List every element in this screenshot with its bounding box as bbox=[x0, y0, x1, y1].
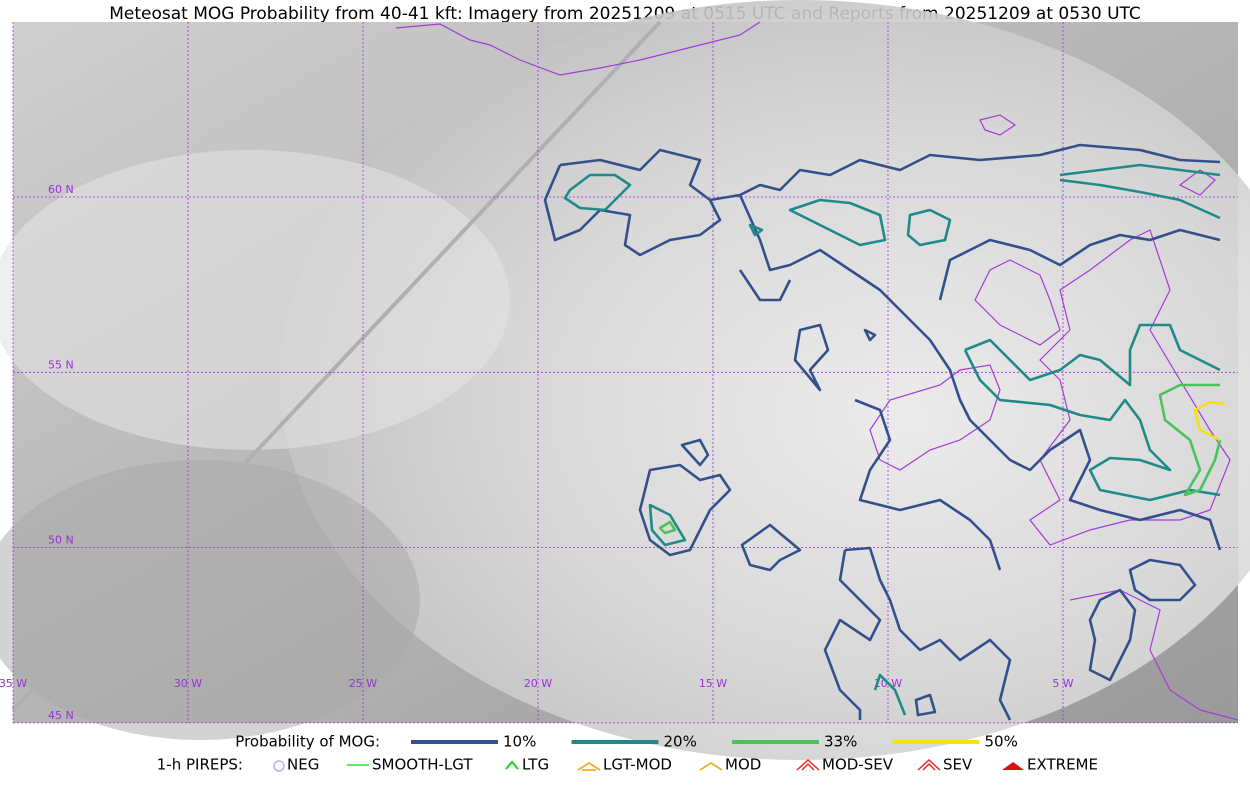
legend-label: 20% bbox=[664, 733, 697, 751]
pirep-icon bbox=[917, 758, 941, 771]
longitude-label: 15 W bbox=[699, 677, 727, 690]
legend-label: 50% bbox=[985, 733, 1018, 751]
latitude-label: 55 N bbox=[48, 358, 74, 371]
pirep-symbol bbox=[796, 758, 820, 771]
longitude-label: 5 W bbox=[1052, 677, 1073, 690]
pirep-symbol bbox=[699, 761, 723, 771]
longitude-label: 35 W bbox=[0, 677, 27, 690]
pireps-title: 1-h PIREPS: bbox=[157, 756, 243, 774]
legend-title: Probability of MOG: bbox=[235, 733, 380, 751]
pirep-label: SEV bbox=[943, 756, 973, 774]
pirep-icon bbox=[796, 758, 820, 771]
pirep-icon bbox=[699, 761, 723, 771]
latitude-label: 45 N bbox=[48, 709, 74, 722]
pirep-label: SMOOTH-LGT bbox=[372, 756, 473, 774]
pirep-label: LGT-MOD bbox=[603, 756, 672, 774]
pirep-symbol bbox=[1002, 762, 1024, 770]
pirep-symbol bbox=[577, 761, 601, 771]
legend-label: 33% bbox=[824, 733, 857, 751]
legend-label: 10% bbox=[503, 733, 536, 751]
pirep-symbol bbox=[505, 760, 519, 770]
longitude-label: 25 W bbox=[349, 677, 377, 690]
satellite-image bbox=[0, 0, 1250, 760]
probability-contours bbox=[543, 143, 1226, 721]
pirep-icon bbox=[1002, 762, 1024, 770]
pirep-label: LTG bbox=[522, 756, 549, 774]
map-title: Meteosat MOG Probability from 40-41 kft:… bbox=[109, 4, 1141, 24]
pirep-icon bbox=[505, 760, 519, 770]
pirep-symbol bbox=[917, 758, 941, 771]
pirep-label: EXTREME bbox=[1027, 756, 1098, 774]
pirep-icon bbox=[577, 761, 601, 771]
latitude-label: 60 N bbox=[48, 183, 74, 196]
pirep-symbol bbox=[273, 760, 285, 772]
pirep-label: NEG bbox=[287, 756, 319, 774]
legend: Probability of MOG: 1-h PIREPS: 10% 20% 33… bbox=[157, 733, 1098, 774]
pirep-label: MOD-SEV bbox=[822, 756, 894, 774]
longitude-label: 20 W bbox=[524, 677, 552, 690]
latitude-label: 50 N bbox=[48, 534, 74, 547]
pirep-icon bbox=[273, 760, 285, 772]
longitude-label: 30 W bbox=[174, 677, 202, 690]
pirep-label: MOD bbox=[725, 756, 761, 774]
